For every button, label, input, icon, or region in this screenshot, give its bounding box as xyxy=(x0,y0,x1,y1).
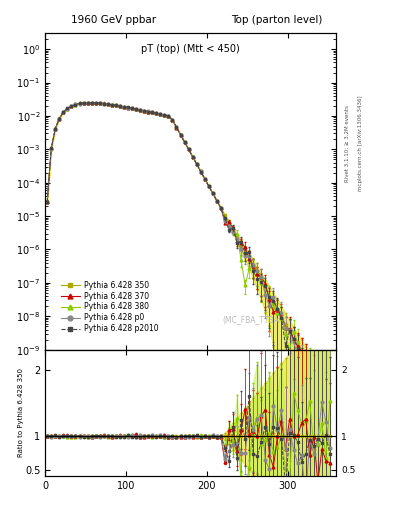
Text: (MC_FBA_TTBAR): (MC_FBA_TTBAR) xyxy=(222,315,287,324)
Text: mcplots.cern.ch [arXiv:1306.3436]: mcplots.cern.ch [arXiv:1306.3436] xyxy=(358,96,364,191)
Text: Top (parton level): Top (parton level) xyxy=(231,14,322,25)
Y-axis label: Ratio to Pythia 6.428 350: Ratio to Pythia 6.428 350 xyxy=(18,369,24,457)
Text: 1960 GeV ppbar: 1960 GeV ppbar xyxy=(71,14,156,25)
Legend: Pythia 6.428 350, Pythia 6.428 370, Pythia 6.428 380, Pythia 6.428 p0, Pythia 6.: Pythia 6.428 350, Pythia 6.428 370, Pyth… xyxy=(58,278,162,336)
Text: Rivet 3.1.10; ≥ 3.2M events: Rivet 3.1.10; ≥ 3.2M events xyxy=(345,105,350,182)
Text: pT (top) (Mtt < 450): pT (top) (Mtt < 450) xyxy=(141,45,240,54)
